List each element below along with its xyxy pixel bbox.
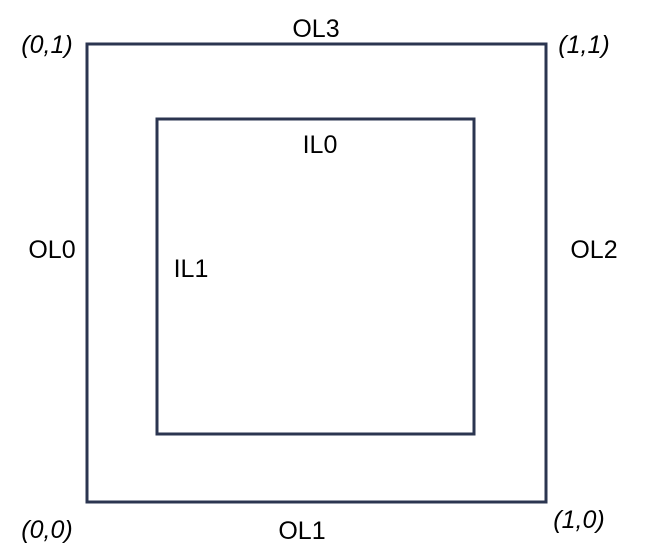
inner-square [155,117,476,436]
outer-label-right: OL2 [570,236,617,264]
corner-label-top-right: (1,1) [558,31,609,59]
inner-label-left: IL1 [174,255,209,283]
outer-label-top: OL3 [292,15,339,43]
outer-label-bottom: OL1 [278,517,325,545]
inner-label-top: IL0 [303,131,338,159]
corner-label-top-left: (0,1) [21,31,72,59]
outer-label-left: OL0 [28,236,75,264]
outer-square [85,42,548,504]
corner-label-bottom-left: (0,0) [21,516,72,544]
corner-label-bottom-right: (1,0) [553,506,604,534]
